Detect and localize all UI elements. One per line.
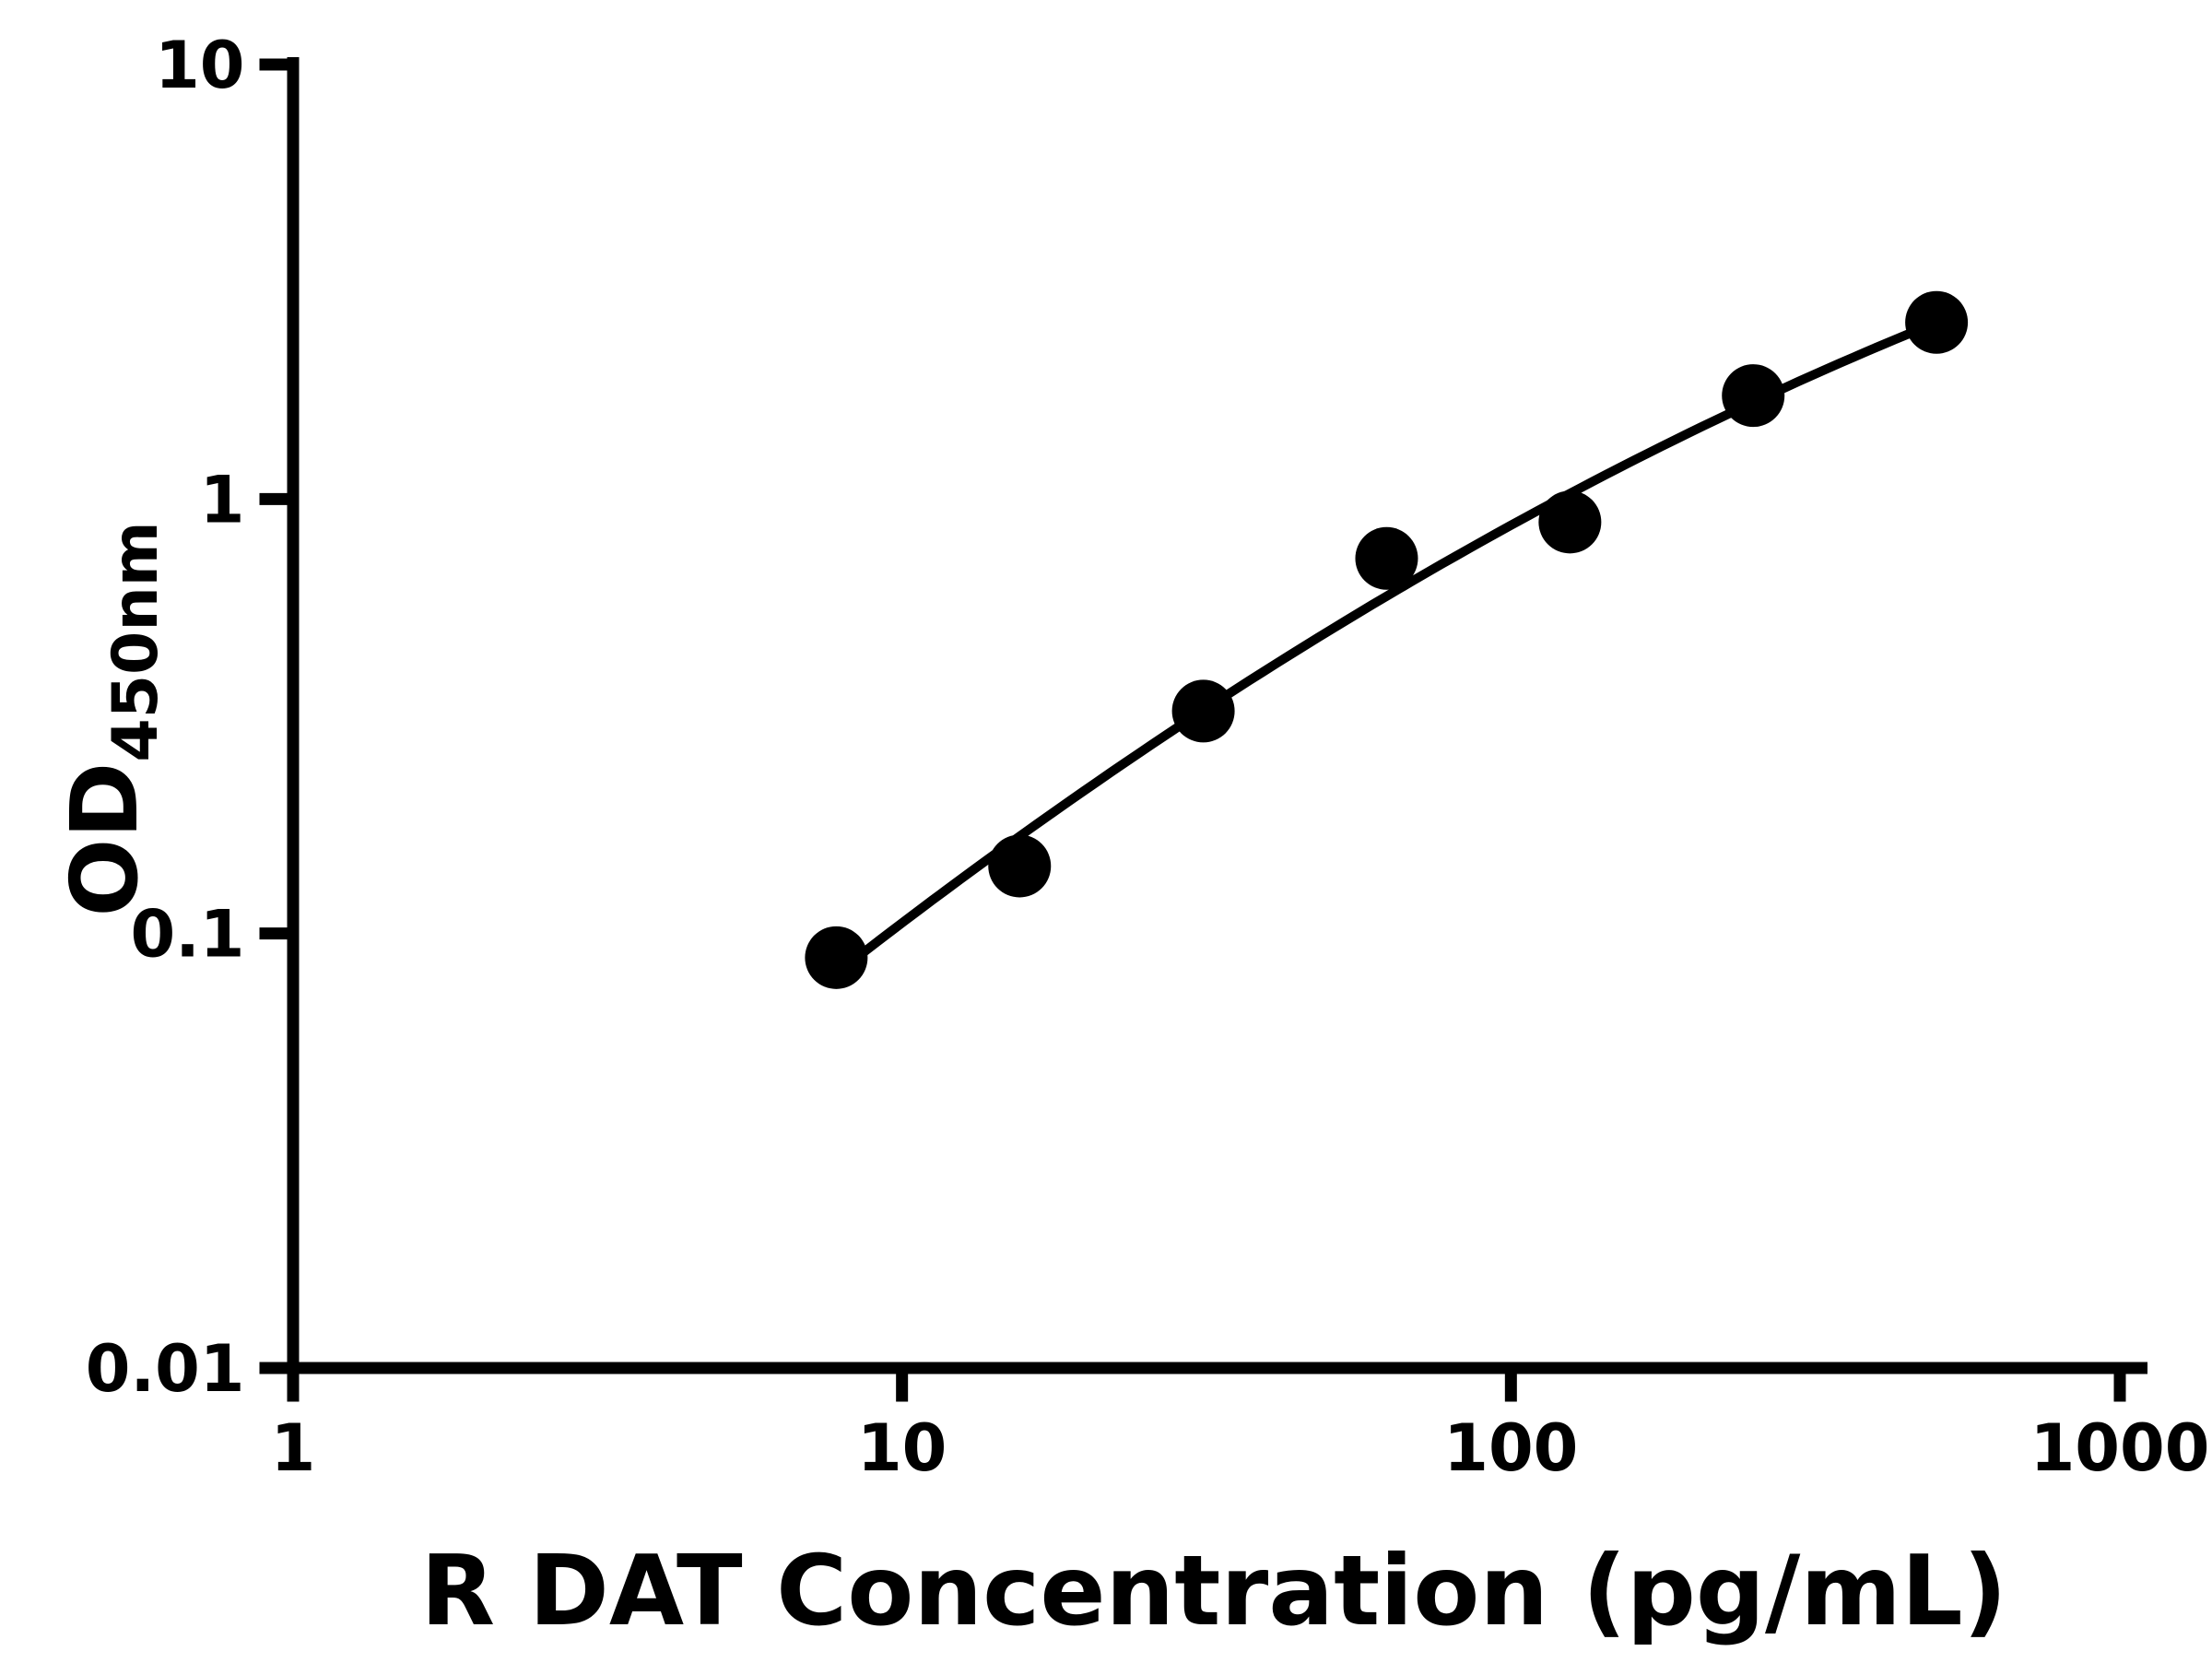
- y-tick-label: 0.1: [130, 897, 244, 973]
- x-axis-title: R DAT Concentration (pg/mL): [420, 1535, 2006, 1647]
- x-ticks: 1 10 100 1000: [271, 1374, 2210, 1486]
- data-point: [1905, 290, 1969, 354]
- x-tick-label: 10: [857, 1410, 947, 1486]
- y-axis-title-sub: 450nm: [100, 521, 172, 761]
- x-tick-label: 100: [1443, 1410, 1578, 1486]
- data-point: [805, 926, 868, 989]
- data-point: [1722, 364, 1785, 428]
- y-ticks: 0.01 0.1 1 10: [86, 28, 288, 1407]
- y-axis-title-main: OD: [51, 762, 159, 917]
- y-tick-label: 1: [200, 462, 245, 537]
- axes: [287, 57, 2147, 1374]
- data-point: [1355, 526, 1418, 590]
- x-tick-label: 1: [271, 1410, 316, 1486]
- x-tick-label: 1000: [2030, 1410, 2210, 1486]
- data-point: [988, 834, 1052, 898]
- data-points: [805, 290, 1969, 989]
- y-tick-label: 0.01: [86, 1331, 245, 1407]
- y-tick-label: 10: [155, 28, 244, 103]
- data-point: [1538, 490, 1602, 554]
- y-axis-title: OD450nm: [51, 521, 172, 916]
- data-point: [1171, 679, 1235, 743]
